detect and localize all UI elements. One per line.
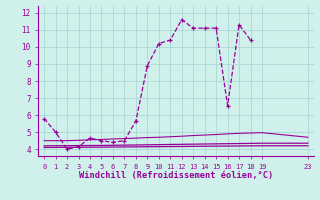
X-axis label: Windchill (Refroidissement éolien,°C): Windchill (Refroidissement éolien,°C) bbox=[79, 171, 273, 180]
